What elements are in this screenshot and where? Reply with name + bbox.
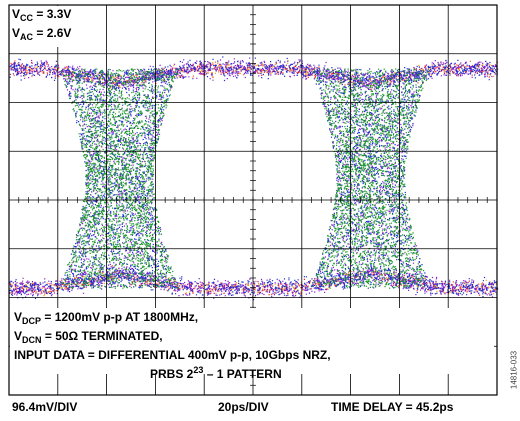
figure-id-label: 14816-033 <box>509 350 519 390</box>
test-conditions: VDCP = 1200mV p-p AT 1800MHz, VDCN = 50Ω… <box>10 308 494 381</box>
plot-frame <box>8 4 498 396</box>
vdcp-label: VDCP = 1200mV p-p AT 1800MHz, <box>14 310 199 326</box>
prbs-label: PRBS 223 – 1 PATTERN <box>150 365 282 381</box>
vdcn-label: VDCN = 50Ω TERMINATED, <box>14 329 163 345</box>
trace-samples <box>9 57 499 299</box>
supply-conditions: VCC = 3.3V VAC = 2.6V <box>10 6 75 47</box>
horizontal-scale-label: 20ps/DIV <box>218 400 269 414</box>
trace-samples <box>61 68 430 289</box>
input-data-label: INPUT DATA = DIFFERENTIAL 400mV p-p, 10G… <box>14 348 331 362</box>
trace-samples <box>9 61 498 299</box>
vertical-scale-label: 96.4mV/DIV <box>12 400 78 414</box>
vac-label: VAC = 2.6V <box>12 26 72 42</box>
time-delay-label: TIME DELAY = 45.2ps <box>331 400 454 414</box>
vcc-label: VCC = 3.3V <box>12 7 72 23</box>
